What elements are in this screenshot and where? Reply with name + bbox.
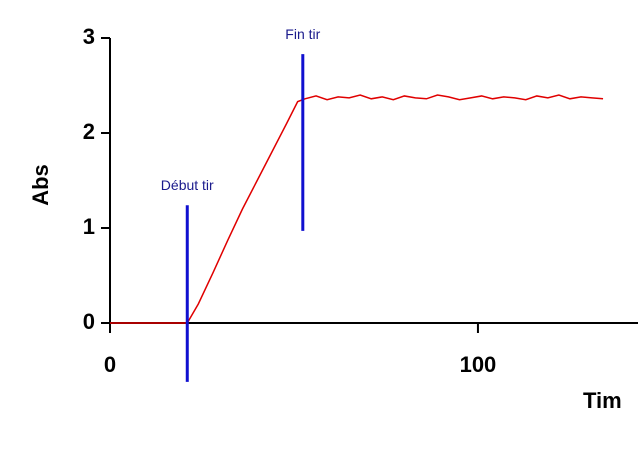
y-tick-label: 0 bbox=[83, 309, 95, 334]
x-tick-label: 0 bbox=[104, 352, 116, 377]
y-tick-label: 1 bbox=[83, 214, 95, 239]
x-tick-label: 100 bbox=[460, 352, 497, 377]
x-axis-label: Tim bbox=[583, 388, 622, 413]
y-tick-label: 3 bbox=[83, 24, 95, 49]
y-tick-label: 2 bbox=[83, 119, 95, 144]
marker-label: Début tir bbox=[161, 177, 214, 193]
data-line bbox=[110, 94, 604, 324]
marker-label: Fin tir bbox=[285, 26, 320, 42]
y-axis-label: Abs bbox=[28, 164, 53, 206]
